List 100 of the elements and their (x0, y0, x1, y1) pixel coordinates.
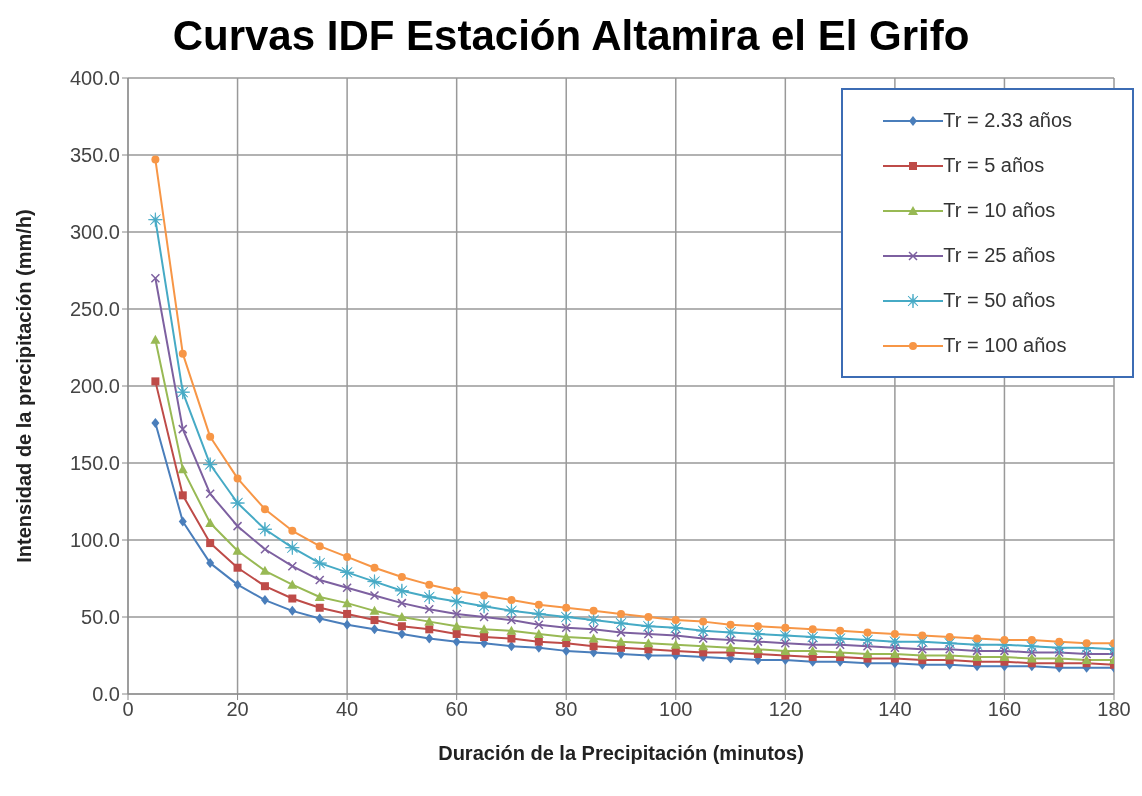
point (259, 565, 270, 575)
point (668, 620, 684, 636)
point (287, 579, 298, 589)
point (506, 625, 517, 635)
chart-title: Curvas IDF Estación Altamira el El Grifo (171, 11, 971, 61)
x-tick-label: 120 (768, 698, 803, 721)
point (973, 634, 982, 643)
point (314, 575, 325, 585)
point (232, 521, 243, 531)
point (889, 648, 900, 658)
legend-label: Tr = 10 años (943, 199, 1056, 222)
point (343, 619, 352, 630)
point (1082, 639, 1091, 648)
legend-label: Tr = 50 años (943, 289, 1056, 312)
y-tick-label: 200.0 (69, 375, 120, 398)
point (753, 622, 762, 631)
point (314, 591, 325, 601)
point (643, 638, 654, 648)
point (616, 636, 626, 646)
point (178, 349, 187, 358)
point (449, 594, 465, 609)
point (178, 516, 187, 527)
point (315, 613, 324, 624)
point (617, 609, 625, 618)
point (397, 598, 407, 608)
point (640, 618, 656, 634)
y-tick-label: 150.0 (69, 452, 120, 475)
point (476, 598, 492, 614)
point (339, 564, 355, 580)
point (1081, 655, 1092, 665)
point (369, 605, 380, 615)
point (807, 645, 818, 655)
legend-label: Tr = 2.33 años (943, 109, 1072, 132)
point (369, 590, 380, 601)
legend-label: Tr = 100 años (943, 334, 1067, 357)
point (944, 650, 955, 660)
point (424, 604, 435, 615)
legend-label: Tr = 25 años (943, 244, 1056, 267)
x-tick-label: 80 (555, 698, 578, 721)
point (206, 432, 215, 441)
point (534, 619, 544, 630)
x-tick-label: 0 (122, 698, 134, 721)
point (451, 621, 462, 631)
point (671, 616, 680, 625)
point (562, 603, 571, 612)
point (206, 539, 215, 548)
point (367, 574, 382, 589)
point (1027, 636, 1036, 645)
point (561, 632, 572, 642)
point (343, 552, 352, 561)
point (480, 633, 489, 642)
point (534, 600, 543, 609)
point (342, 582, 352, 593)
point (425, 633, 434, 644)
point (945, 633, 954, 642)
point (972, 652, 983, 662)
point (698, 633, 708, 644)
point (370, 616, 379, 625)
point (202, 457, 218, 472)
point (479, 624, 490, 634)
point (644, 613, 653, 621)
point (588, 633, 599, 643)
point (1054, 653, 1065, 663)
point (1027, 647, 1037, 658)
point (205, 518, 216, 528)
y-tick-label: 300.0 (69, 221, 120, 244)
x-axis-title: Duración de la Precipitación (minutos) (438, 742, 804, 764)
x-tick-label: 40 (335, 698, 359, 721)
point (999, 652, 1010, 662)
x-tick-label: 160 (987, 698, 1022, 721)
point (507, 596, 516, 605)
point (315, 542, 324, 551)
point (616, 627, 626, 638)
point (753, 636, 763, 647)
point (807, 639, 818, 650)
point (723, 625, 738, 640)
point (586, 612, 602, 628)
point (288, 526, 297, 535)
y-tick-label: 250.0 (69, 298, 120, 321)
point (780, 638, 791, 648)
point (479, 612, 489, 622)
point (836, 626, 845, 635)
point (370, 563, 379, 572)
y-axis-title: Intensidad de la precipitación (mm/h) (13, 209, 36, 563)
point (862, 641, 873, 652)
point (890, 629, 899, 638)
y-tick-label: 400.0 (69, 67, 120, 90)
point (914, 634, 930, 650)
point (424, 616, 435, 626)
point (151, 417, 160, 428)
point (150, 273, 161, 283)
point (1000, 636, 1009, 645)
point (589, 606, 598, 615)
point (1055, 637, 1064, 646)
point (1026, 653, 1037, 663)
point (260, 595, 269, 606)
y-tick-label: 100.0 (69, 529, 120, 552)
point (698, 641, 709, 651)
point (312, 555, 328, 571)
point (397, 622, 406, 631)
